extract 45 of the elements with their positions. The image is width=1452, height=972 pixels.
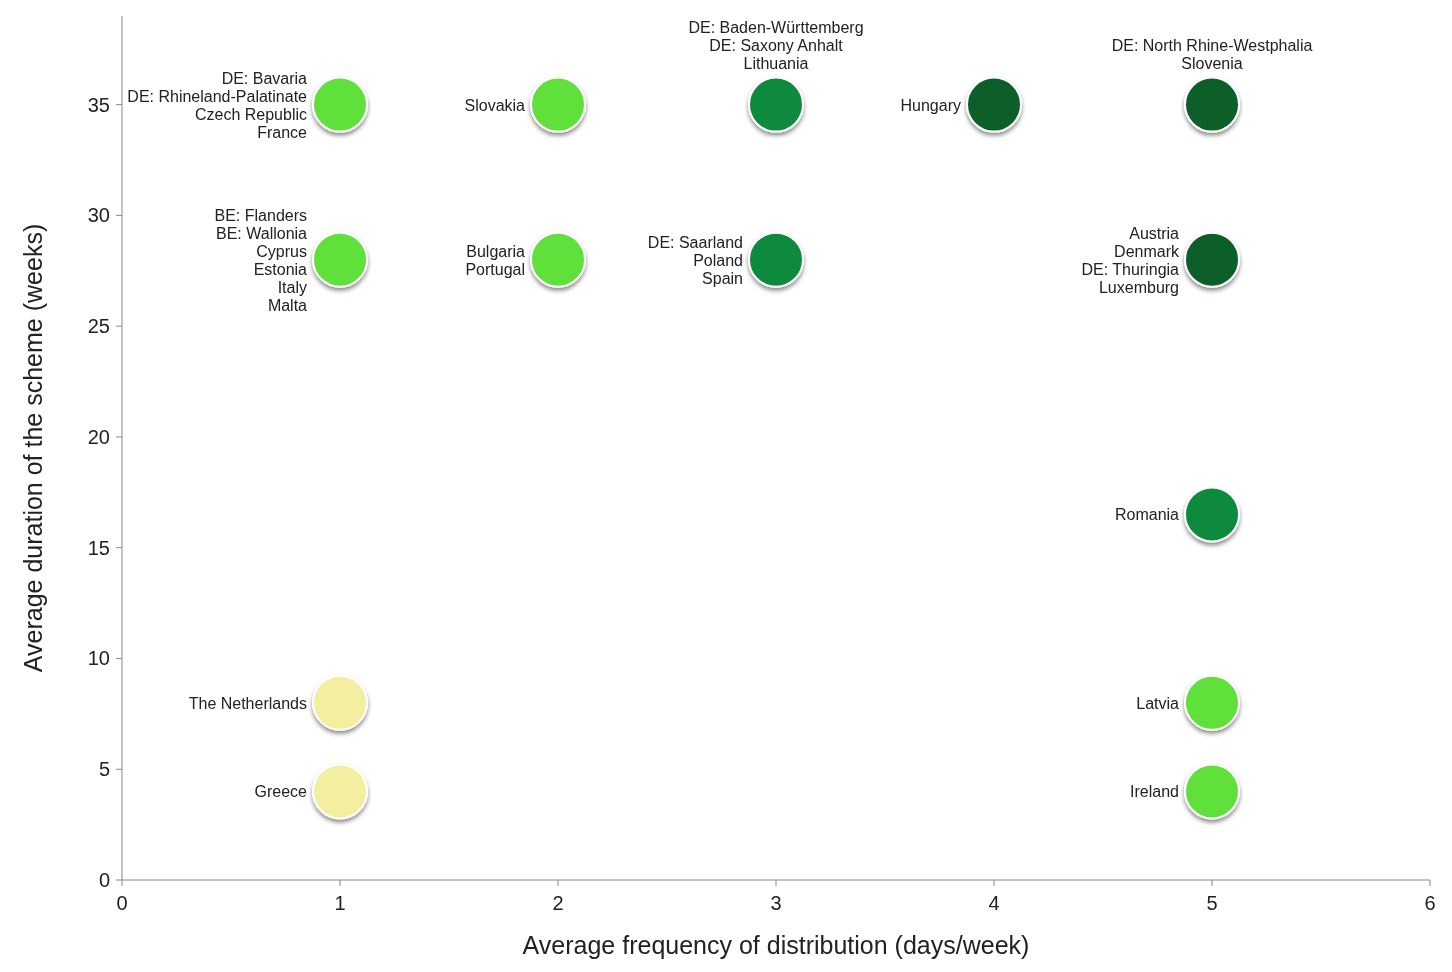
annotation: BE: Flanders BE: Wallonia Cyprus Estonia Italy Malta	[214, 206, 308, 314]
x-tick-label: 3	[770, 892, 782, 914]
annotation: The Netherlands	[188, 694, 307, 712]
y-tick-label: 0	[98, 869, 110, 891]
y-tick-label: 25	[87, 315, 110, 338]
point	[1184, 486, 1240, 543]
annotation: DE: North Rhine-Westphalia Slovenia	[1111, 36, 1313, 72]
point	[312, 674, 368, 731]
y-tick-label: 10	[87, 647, 110, 670]
annotation: Romania	[1114, 505, 1180, 523]
x-tick-label: 6	[1424, 892, 1436, 914]
point	[312, 231, 368, 288]
annotation: Ireland	[1130, 782, 1179, 800]
x-tick-label: 5	[1206, 892, 1218, 914]
x-tick-label: 2	[552, 892, 564, 914]
point	[312, 763, 368, 820]
point	[530, 76, 586, 133]
point	[1184, 76, 1240, 133]
annotation: Slovakia	[464, 96, 526, 114]
x-tick-label: 4	[988, 892, 1000, 914]
point	[748, 231, 804, 288]
y-tick-label: 20	[87, 425, 110, 448]
x-tick-label: 1	[334, 892, 346, 914]
annotation: DE: Saarland Poland Spain	[647, 233, 743, 287]
point	[1184, 763, 1240, 820]
annotation: Latvia	[1136, 694, 1180, 712]
annotation: DE: Bavaria DE: Rhineland-Palatinate Czech Republic France	[127, 69, 308, 141]
y-tick-label: 30	[87, 204, 110, 227]
point	[312, 76, 368, 133]
x-axis-title: Average frequency of distribution (days/week)	[522, 931, 1030, 959]
y-tick-label: 5	[98, 758, 110, 781]
point	[748, 76, 804, 133]
point	[1184, 231, 1240, 288]
point	[1184, 674, 1240, 731]
annotation: Bulgaria Portugal	[465, 242, 526, 278]
annotation: DE: Baden-Württemberg DE: Saxony Anhalt Lithuania	[688, 18, 864, 72]
annotation: Hungary	[900, 96, 961, 114]
y-axis-title: Average duration of the scheme (weeks)	[19, 223, 47, 673]
annotation: Greece	[254, 782, 308, 800]
x-tick-label: 0	[116, 892, 128, 914]
point	[530, 231, 586, 288]
point	[966, 76, 1022, 133]
annotation: Austria Denmark DE: Thuringia Luxemburg	[1081, 224, 1180, 296]
y-tick-label: 35	[87, 93, 110, 116]
y-tick-label: 15	[87, 536, 110, 559]
